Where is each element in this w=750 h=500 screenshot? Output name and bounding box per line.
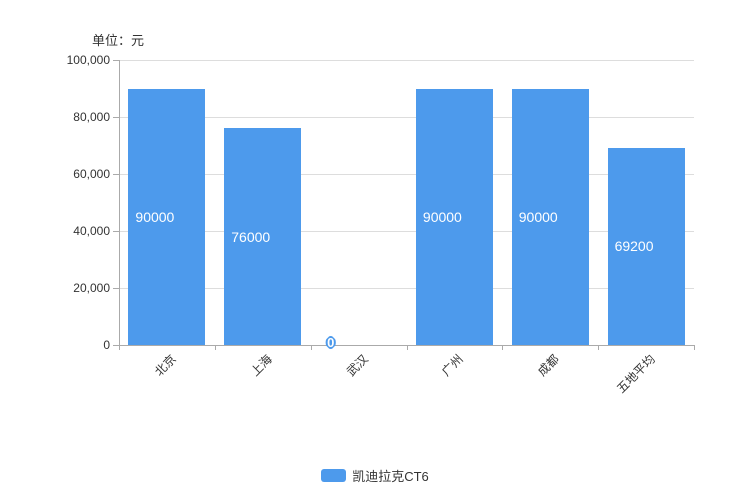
y-gridline [119, 60, 694, 61]
x-axis-category-label: 五地平均 [614, 352, 658, 396]
bar-五地平均[interactable] [607, 147, 685, 345]
y-axis-tick [113, 174, 119, 175]
legend-series-label: 凯迪拉克CT6 [352, 469, 429, 484]
bar-value-label: 76000 [231, 228, 271, 245]
y-axis-tick-label: 20,000 [73, 281, 110, 295]
x-axis-tick [598, 345, 600, 350]
bar-广州[interactable] [415, 88, 493, 345]
bar-value-label: 69200 [614, 238, 654, 255]
y-axis-tick-label: 80,000 [73, 110, 110, 124]
y-axis-tick-label: 40,000 [73, 224, 110, 238]
x-axis-tick [502, 345, 504, 350]
y-axis-tick [113, 345, 119, 346]
bar-北京[interactable] [128, 88, 206, 345]
bar-value-label-zero: 0 [327, 335, 335, 350]
x-axis-category-label: 武汉 [343, 352, 371, 379]
bar-value-label: 90000 [518, 208, 558, 225]
y-axis-tick-label: 60,000 [73, 167, 110, 181]
y-axis-tick-label: 100,000 [66, 53, 110, 67]
y-axis-tick-label: 0 [103, 338, 110, 352]
x-axis-tick [119, 345, 120, 350]
x-axis-category-label: 成都 [535, 352, 563, 379]
y-axis-tick [113, 231, 119, 232]
bar-value-label: 90000 [135, 208, 175, 225]
bar-value-label: 90000 [422, 208, 462, 225]
y-gridline [119, 231, 694, 232]
x-axis-category-label: 广州 [439, 352, 467, 379]
y-axis-tick [113, 60, 119, 61]
legend-swatch-icon [321, 469, 347, 482]
y-axis-tick [113, 288, 119, 289]
x-axis-category-label: 上海 [247, 352, 275, 379]
bar-成都[interactable] [511, 88, 589, 345]
bar-上海[interactable] [224, 128, 302, 345]
x-axis-tick [406, 345, 408, 350]
x-axis-tick [214, 345, 216, 350]
x-axis-category-label: 北京 [151, 352, 179, 379]
y-gridline [119, 117, 694, 118]
x-axis-tick [694, 345, 695, 350]
y-axis-line [119, 60, 120, 350]
legend[interactable]: 凯迪拉克CT6 [0, 466, 750, 485]
x-axis-tick [310, 345, 312, 350]
y-gridline [119, 174, 694, 175]
y-axis-unit-label: 单位：元 [92, 33, 145, 48]
y-gridline [119, 288, 694, 289]
y-axis-tick [113, 117, 119, 118]
